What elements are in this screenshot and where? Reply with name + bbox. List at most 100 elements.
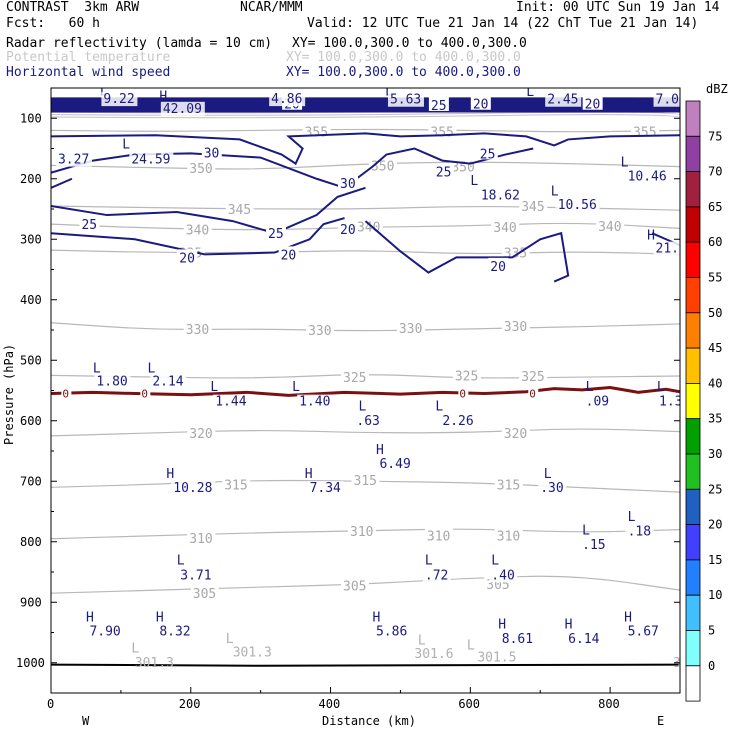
extremum-marker: L (621, 156, 629, 171)
surface-theta-value: 30 (673, 656, 689, 671)
theta-label-bg (396, 320, 425, 335)
theta-label: 315 (224, 478, 247, 493)
field-reflectivity-xy: XY= 100.0,300.0 to 400.0,300.0 (292, 36, 527, 51)
wind-contour (364, 220, 570, 283)
extremum-bg (499, 631, 536, 646)
theta-label: 330 (308, 324, 331, 339)
wind-label: 20 (340, 223, 356, 238)
theta-label: 320 (189, 427, 212, 442)
wind-label-bg (177, 249, 198, 264)
wind-label: 20 (179, 251, 195, 266)
wind-label: 20 (585, 98, 601, 113)
extremum-bg (297, 394, 334, 409)
y-tick-label: 1000 (16, 656, 45, 670)
theta-contour-350 (51, 161, 680, 170)
extremum-bg (94, 374, 131, 389)
extremum-marker: L (177, 554, 185, 569)
extremum-marker: L (491, 554, 499, 569)
wind-label-bg (201, 144, 222, 159)
extremum-value: 8.61 (502, 632, 533, 647)
wind-label: 20 (490, 260, 506, 275)
extremum-marker: H (86, 611, 94, 626)
wind-label-bg (477, 145, 498, 160)
theta-label-bg (501, 244, 530, 259)
extremum-value: 9.22 (103, 92, 134, 107)
field-wind-name: Horizontal wind speed (6, 65, 171, 80)
extremum-value: 2.26 (442, 414, 473, 429)
theta-label-bg (306, 322, 335, 336)
extremum-value: 1.40 (299, 395, 330, 410)
extremum-value: .63 (356, 414, 379, 429)
theta-label: 310 (427, 530, 450, 545)
wind-label-bg (266, 225, 287, 240)
theta-contour-upper (51, 114, 680, 119)
theta-label-bg (491, 219, 520, 234)
x-tick-label: 800 (598, 697, 620, 711)
extremum-value: 21.09 (656, 242, 695, 257)
zero-label: 0 (62, 388, 69, 401)
extremum-value: .30 (540, 481, 563, 496)
extremum-bg (55, 152, 92, 167)
wind-contour (51, 186, 366, 235)
colorbar-label: 55 (708, 271, 722, 285)
x-tick-label: 0 (47, 697, 54, 711)
wind-label: 25 (268, 227, 284, 242)
field-reflectivity-name: Radar reflectivity (lamda = 10 cm) (6, 36, 273, 51)
colorbar-label: 5 (708, 624, 715, 638)
theta-label: 310 (497, 530, 520, 545)
extremum-bg (422, 568, 451, 583)
reflectivity-zero-contour (51, 385, 680, 397)
extremum-bg (566, 631, 603, 646)
wind-label: 20 (281, 248, 297, 263)
extremum-marker: L (210, 380, 218, 395)
surface-theta-value: 301.5 (477, 651, 516, 666)
extremum-value: .18 (628, 525, 651, 540)
extremum-value: 7.09 (656, 93, 687, 108)
extremum-marker: L (551, 185, 559, 200)
theta-label: 350 (371, 159, 394, 174)
extremum-bg (129, 152, 174, 167)
theta-label: 355 (633, 126, 656, 141)
extremum-bg (625, 169, 670, 184)
wind-contour (51, 177, 73, 189)
colorbar-label: 0 (708, 659, 715, 673)
theta-contour-305 (51, 575, 680, 594)
colorbar-swatch (685, 382, 701, 420)
field-wind-xy: XY= 100.0,300.0 to 400.0,300.0 (286, 65, 521, 80)
extremum-value: 3.27 (58, 153, 89, 168)
extremum-bg (653, 92, 680, 107)
theta-label: 330 (186, 323, 209, 338)
colorbar-swatch (685, 100, 701, 137)
colorbar-swatch (685, 241, 701, 278)
theta-label-bg (190, 585, 219, 600)
theta-label-bg (348, 522, 377, 537)
theta-contour-340 (51, 222, 680, 231)
extremum-bg (657, 394, 680, 409)
theta-contour-315 (51, 479, 680, 493)
extremum-value: 42.09 (163, 102, 202, 117)
wind-label-bg (428, 96, 449, 111)
x-tick-label: 600 (458, 697, 480, 711)
extremum-value: 5.63 (390, 93, 421, 108)
zero-label-bg (528, 387, 539, 400)
theta-label-bg (631, 123, 660, 138)
extremum-bg (373, 624, 410, 639)
theta-contour-335 (51, 249, 680, 255)
theta-label: 345 (228, 203, 251, 218)
colorbar-swatch (685, 665, 701, 702)
colorbar-swatch (685, 630, 701, 667)
colorbar-swatch (685, 312, 701, 349)
theta-label: 340 (186, 224, 209, 239)
extremum-value: 7.34 (310, 481, 341, 496)
x-tick-label: 400 (319, 697, 341, 711)
theta-label: 315 (354, 474, 377, 489)
theta-label-bg (187, 159, 216, 174)
colorbar-label: 20 (708, 518, 722, 532)
wind-label: 25 (436, 165, 452, 180)
extremum-value: 6.49 (379, 457, 410, 472)
extremum-bg (160, 101, 205, 116)
colorbar-label: 30 (708, 447, 722, 461)
y-axis-label: Pressure (hPa) (2, 344, 16, 445)
extremum-value: 2.45 (547, 93, 578, 108)
